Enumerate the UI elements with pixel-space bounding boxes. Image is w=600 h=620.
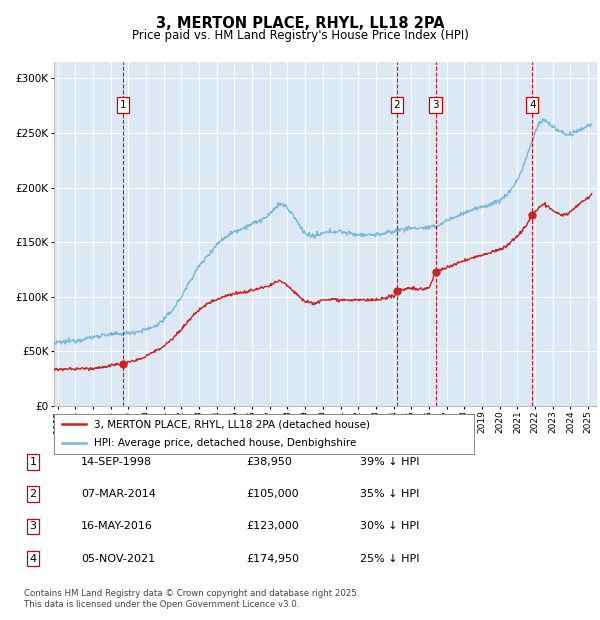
Text: 1: 1 [29,457,37,467]
Text: 14-SEP-1998: 14-SEP-1998 [81,457,152,467]
Text: 3: 3 [433,100,439,110]
Text: 2: 2 [394,100,400,110]
Text: £38,950: £38,950 [246,457,292,467]
Text: 30% ↓ HPI: 30% ↓ HPI [360,521,419,531]
Text: 3: 3 [29,521,37,531]
Text: 16-MAY-2016: 16-MAY-2016 [81,521,153,531]
Text: 3, MERTON PLACE, RHYL, LL18 2PA (detached house): 3, MERTON PLACE, RHYL, LL18 2PA (detache… [94,419,370,430]
Text: £174,950: £174,950 [246,554,299,564]
Text: £123,000: £123,000 [246,521,299,531]
Text: HPI: Average price, detached house, Denbighshire: HPI: Average price, detached house, Denb… [94,438,356,448]
Text: 25% ↓ HPI: 25% ↓ HPI [360,554,419,564]
Text: 39% ↓ HPI: 39% ↓ HPI [360,457,419,467]
Text: 3, MERTON PLACE, RHYL, LL18 2PA: 3, MERTON PLACE, RHYL, LL18 2PA [155,16,445,31]
Text: Contains HM Land Registry data © Crown copyright and database right 2025.
This d: Contains HM Land Registry data © Crown c… [24,590,359,609]
Text: 4: 4 [529,100,536,110]
Text: 2: 2 [29,489,37,499]
Text: £105,000: £105,000 [246,489,299,499]
Text: 07-MAR-2014: 07-MAR-2014 [81,489,156,499]
Text: 4: 4 [29,554,37,564]
Text: 1: 1 [120,100,127,110]
Text: 35% ↓ HPI: 35% ↓ HPI [360,489,419,499]
Text: 05-NOV-2021: 05-NOV-2021 [81,554,155,564]
Text: Price paid vs. HM Land Registry's House Price Index (HPI): Price paid vs. HM Land Registry's House … [131,30,469,42]
